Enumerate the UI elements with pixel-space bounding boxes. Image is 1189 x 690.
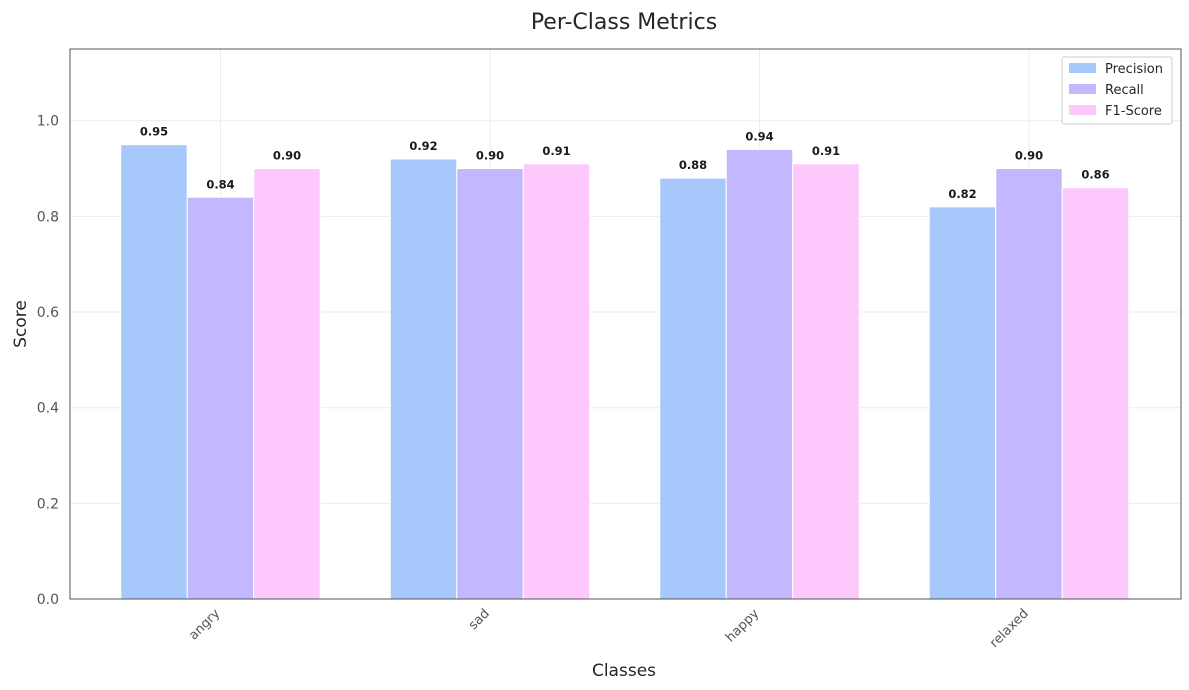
x-tick-label: sad (466, 606, 493, 633)
value-labels-group: 0.95 0.92 0.88 0.82 0.84 0.90 0.94 0.90 0.90 0.91… (140, 125, 1110, 201)
bar-value-label: 0.95 (140, 125, 168, 139)
legend: Precision Recall F1-Score (1061, 56, 1173, 125)
x-axis-ticks: angry sad happy relaxed (186, 606, 1032, 651)
bar-f1-score-sad (522, 163, 591, 600)
legend-label: F1-Score (1105, 104, 1162, 119)
y-tick-label: 0.6 (37, 305, 59, 321)
bar-precision-angry (120, 144, 188, 600)
bar-precision-happy (659, 177, 727, 600)
x-tick-label: happy (723, 606, 762, 645)
y-tick-label: 0.8 (37, 209, 59, 225)
x-axis-label: Classes (592, 661, 656, 681)
bar-f1-score-happy (792, 163, 860, 600)
y-tick-label: 0.0 (37, 592, 59, 608)
bar-value-label: 0.92 (409, 139, 437, 153)
bar-value-label: 0.82 (948, 187, 976, 201)
x-tick-label: relaxed (987, 606, 1032, 651)
bar-value-label: 0.88 (679, 158, 707, 172)
plot-frame (69, 48, 1182, 600)
bar-f1-score-angry (253, 168, 321, 600)
bar-value-label: 0.94 (745, 129, 773, 143)
legend-swatch-recall (1069, 84, 1096, 94)
bar-value-label: 0.84 (206, 177, 234, 191)
legend-label: Precision (1105, 62, 1163, 77)
bar-value-label: 0.90 (1015, 149, 1043, 163)
bar-recall-relaxed (995, 168, 1063, 600)
y-tick-label: 0.2 (37, 496, 59, 512)
y-tick-label: 1.0 (37, 114, 59, 130)
bar-recall-happy (725, 148, 794, 600)
bar-value-label: 0.86 (1081, 168, 1109, 182)
bar-recall-angry (186, 196, 255, 600)
chart-title: Per-Class Metrics (531, 10, 717, 35)
bar-value-label: 0.90 (476, 149, 504, 163)
bar-recall-sad (456, 168, 524, 600)
legend-label: Recall (1105, 83, 1144, 98)
y-axis-ticks: 0.0 0.2 0.4 0.6 0.8 1.0 (37, 114, 59, 608)
bar-value-label: 0.91 (542, 144, 570, 158)
y-axis-label: Score (11, 300, 31, 348)
legend-swatch-precision (1069, 63, 1096, 73)
y-tick-label: 0.4 (37, 401, 59, 417)
legend-swatch-f1-score (1069, 105, 1096, 115)
bar-precision-sad (389, 158, 458, 600)
bar-value-label: 0.90 (273, 149, 301, 163)
bar-f1-score-relaxed (1061, 187, 1130, 600)
bars-group (120, 144, 1130, 600)
x-tick-label: angry (186, 606, 223, 643)
bar-value-label: 0.91 (812, 144, 840, 158)
bar-precision-relaxed (928, 206, 997, 600)
